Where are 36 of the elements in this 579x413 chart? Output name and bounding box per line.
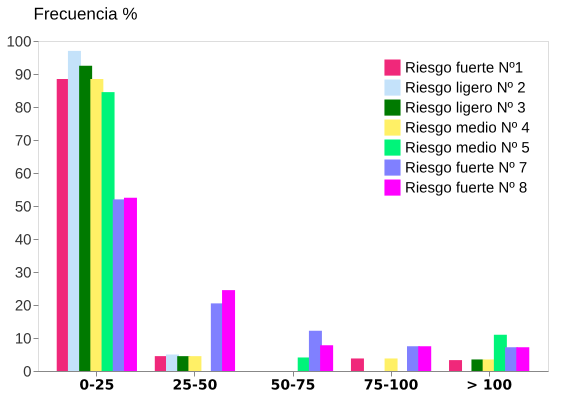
legend-label: Riesgo fuerte Nº1 <box>405 60 524 76</box>
y-tick-label: 90 <box>14 66 32 84</box>
x-tick-label: > 100 <box>466 378 512 394</box>
bar <box>188 356 202 371</box>
y-tick-label: 50 <box>14 198 32 216</box>
bar <box>124 198 137 371</box>
bar <box>516 347 530 371</box>
x-tick-label: 50-75 <box>270 378 316 394</box>
legend-label: Riesgo ligero Nº 2 <box>405 80 526 96</box>
y-tick-label: 80 <box>14 100 32 116</box>
legend-label: Riesgo medio Nº 4 <box>405 120 530 136</box>
x-tick-label: 0-25 <box>79 378 114 394</box>
bar <box>308 330 322 371</box>
bar <box>102 92 115 371</box>
legend-label: Riesgo ligero Nº 3 <box>405 100 526 116</box>
y-tick-label: 60 <box>14 166 32 182</box>
legend-label: Riesgo fuerte Nº 8 <box>405 180 528 196</box>
bar <box>350 358 364 371</box>
y-tick-label: 20 <box>14 298 32 314</box>
x-tick-label: 75-100 <box>364 378 419 394</box>
y-tick-label: 70 <box>14 132 32 150</box>
y-tick-label: 100 <box>6 34 32 50</box>
bar <box>320 345 334 371</box>
y-axis-title: Frecuencia % <box>34 4 138 24</box>
bar <box>449 360 462 371</box>
bar <box>384 358 398 371</box>
y-tick-label: 30 <box>14 264 32 282</box>
x-tick-label: 25-50 <box>172 378 218 394</box>
legend-label: Riesgo fuerte Nº 7 <box>405 160 528 176</box>
bar <box>494 334 507 371</box>
bar <box>418 346 432 371</box>
bar <box>222 290 236 371</box>
y-tick-label: 0 <box>23 364 32 380</box>
legend-label: Riesgo medio Nº 5 <box>405 140 530 156</box>
y-tick-label: 40 <box>14 232 32 248</box>
y-tick-label: 10 <box>14 330 32 348</box>
